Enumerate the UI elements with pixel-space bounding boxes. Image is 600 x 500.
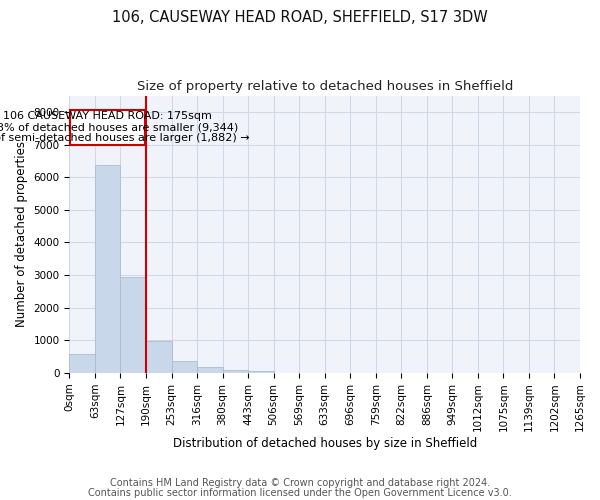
Text: Contains public sector information licensed under the Open Government Licence v3: Contains public sector information licen…	[88, 488, 512, 498]
Bar	[248, 371, 274, 373]
Bar	[146, 342, 172, 373]
Bar	[70, 354, 95, 373]
X-axis label: Distribution of detached houses by size in Sheffield: Distribution of detached houses by size …	[173, 437, 477, 450]
Bar	[223, 370, 248, 373]
Text: Contains HM Land Registry data © Crown copyright and database right 2024.: Contains HM Land Registry data © Crown c…	[110, 478, 490, 488]
FancyBboxPatch shape	[70, 110, 145, 145]
Text: 17% of semi-detached houses are larger (1,882) →: 17% of semi-detached houses are larger (…	[0, 133, 249, 143]
Text: 106, CAUSEWAY HEAD ROAD, SHEFFIELD, S17 3DW: 106, CAUSEWAY HEAD ROAD, SHEFFIELD, S17 …	[112, 10, 488, 25]
Text: 106 CAUSEWAY HEAD ROAD: 175sqm: 106 CAUSEWAY HEAD ROAD: 175sqm	[3, 111, 212, 121]
Bar	[197, 368, 223, 373]
Text: ← 83% of detached houses are smaller (9,344): ← 83% of detached houses are smaller (9,…	[0, 122, 238, 132]
Y-axis label: Number of detached properties: Number of detached properties	[15, 142, 28, 328]
Bar	[95, 164, 121, 373]
Bar	[121, 278, 146, 373]
Title: Size of property relative to detached houses in Sheffield: Size of property relative to detached ho…	[137, 80, 513, 93]
Bar	[172, 360, 197, 373]
